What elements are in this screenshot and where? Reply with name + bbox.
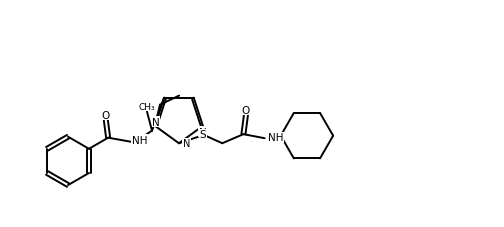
- Text: N: N: [183, 139, 191, 149]
- Text: NH: NH: [268, 133, 283, 143]
- Text: NH: NH: [132, 135, 147, 145]
- Text: N: N: [152, 117, 160, 127]
- Text: O: O: [101, 110, 110, 120]
- Text: N: N: [199, 127, 207, 137]
- Text: S: S: [200, 130, 207, 140]
- Text: CH₃: CH₃: [139, 103, 155, 111]
- Text: O: O: [242, 106, 250, 116]
